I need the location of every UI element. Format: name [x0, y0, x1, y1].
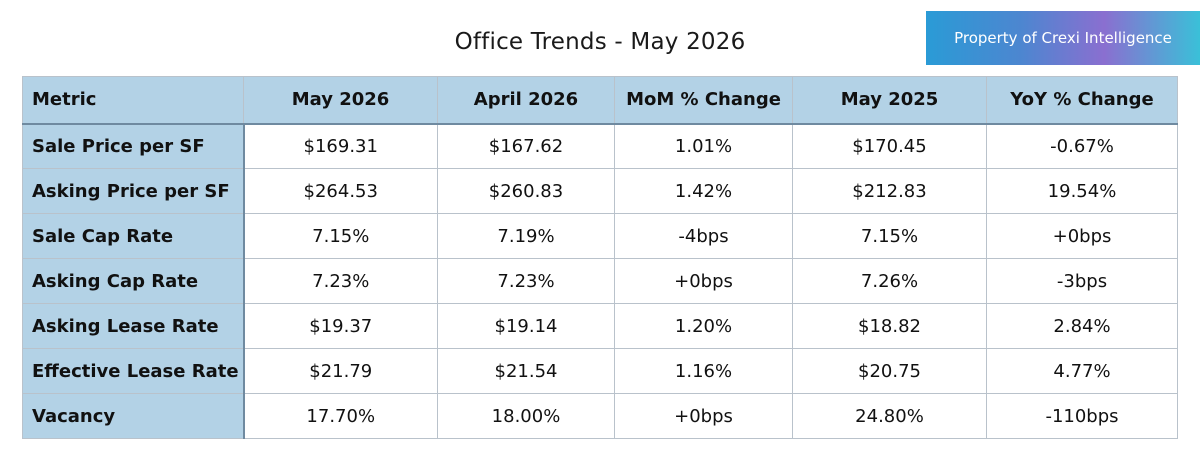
cell-april-2026: $167.62: [437, 123, 615, 169]
cell-may-2025: 24.80%: [792, 393, 987, 439]
cell-may-2025: $18.82: [792, 303, 987, 349]
column-header-mom-change: MoM % Change: [614, 76, 793, 125]
cell-may-2026: $264.53: [243, 168, 438, 214]
office-trends-table: Metric May 2026 April 2026 MoM % Change …: [22, 76, 1178, 439]
cell-may-2025: 7.26%: [792, 258, 987, 304]
cell-mom-change: +0bps: [614, 393, 793, 439]
cell-may-2026: 7.15%: [243, 213, 438, 259]
cell-yoy-change: 2.84%: [986, 303, 1178, 349]
cell-april-2026: 7.23%: [437, 258, 615, 304]
row-label: Sale Cap Rate: [22, 213, 245, 259]
cell-april-2026: $19.14: [437, 303, 615, 349]
cell-mom-change: -4bps: [614, 213, 793, 259]
table-row: Sale Price per SF $169.31 $167.62 1.01% …: [22, 123, 1178, 169]
column-header-may-2026: May 2026: [243, 76, 438, 125]
ownership-badge: Property of Crexi Intelligence: [926, 11, 1200, 65]
cell-yoy-change: -3bps: [986, 258, 1178, 304]
row-label: Asking Lease Rate: [22, 303, 245, 349]
page-title: Office Trends - May 2026: [454, 29, 746, 55]
cell-may-2025: $212.83: [792, 168, 987, 214]
cell-april-2026: $260.83: [437, 168, 615, 214]
cell-mom-change: 1.16%: [614, 348, 793, 394]
cell-yoy-change: -0.67%: [986, 123, 1178, 169]
row-label: Effective Lease Rate: [22, 348, 245, 394]
row-label: Asking Cap Rate: [22, 258, 245, 304]
cell-may-2026: $169.31: [243, 123, 438, 169]
cell-april-2026: 18.00%: [437, 393, 615, 439]
cell-april-2026: 7.19%: [437, 213, 615, 259]
cell-yoy-change: 19.54%: [986, 168, 1178, 214]
cell-mom-change: +0bps: [614, 258, 793, 304]
cell-may-2026: 17.70%: [243, 393, 438, 439]
column-header-yoy-change: YoY % Change: [986, 76, 1178, 125]
row-label: Vacancy: [22, 393, 245, 439]
cell-may-2026: $21.79: [243, 348, 438, 394]
cell-mom-change: 1.20%: [614, 303, 793, 349]
cell-mom-change: 1.01%: [614, 123, 793, 169]
cell-may-2025: 7.15%: [792, 213, 987, 259]
table-row: Asking Cap Rate 7.23% 7.23% +0bps 7.26% …: [22, 258, 1178, 304]
column-header-april-2026: April 2026: [437, 76, 615, 125]
cell-yoy-change: 4.77%: [986, 348, 1178, 394]
column-header-may-2025: May 2025: [792, 76, 987, 125]
table-row: Effective Lease Rate $21.79 $21.54 1.16%…: [22, 348, 1178, 394]
row-label: Sale Price per SF: [22, 123, 245, 169]
column-header-metric: Metric: [22, 76, 244, 125]
cell-yoy-change: +0bps: [986, 213, 1178, 259]
table-row: Vacancy 17.70% 18.00% +0bps 24.80% -110b…: [22, 393, 1178, 439]
cell-yoy-change: -110bps: [986, 393, 1178, 439]
table-header-row: Metric May 2026 April 2026 MoM % Change …: [22, 76, 1178, 125]
table-row: Asking Lease Rate $19.37 $19.14 1.20% $1…: [22, 303, 1178, 349]
table-row: Sale Cap Rate 7.15% 7.19% -4bps 7.15% +0…: [22, 213, 1178, 259]
cell-may-2025: $170.45: [792, 123, 987, 169]
row-label: Asking Price per SF: [22, 168, 245, 214]
cell-mom-change: 1.42%: [614, 168, 793, 214]
cell-may-2026: $19.37: [243, 303, 438, 349]
cell-april-2026: $21.54: [437, 348, 615, 394]
table-row: Asking Price per SF $264.53 $260.83 1.42…: [22, 168, 1178, 214]
cell-may-2026: 7.23%: [243, 258, 438, 304]
cell-may-2025: $20.75: [792, 348, 987, 394]
